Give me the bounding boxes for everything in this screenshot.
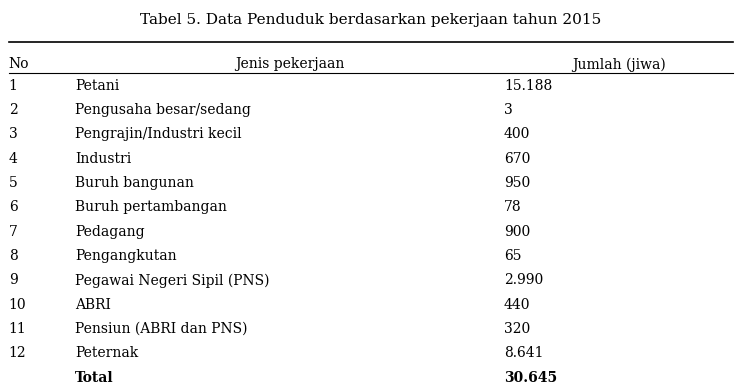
Text: Jenis pekerjaan: Jenis pekerjaan — [235, 57, 344, 71]
Text: 7: 7 — [9, 225, 18, 239]
Text: Petani: Petani — [75, 79, 119, 93]
Text: Pengangkutan: Pengangkutan — [75, 249, 177, 263]
Text: Buruh bangunan: Buruh bangunan — [75, 176, 194, 190]
Text: 5: 5 — [9, 176, 18, 190]
Text: 78: 78 — [504, 200, 522, 215]
Text: 3: 3 — [504, 103, 513, 117]
Text: 1: 1 — [9, 79, 18, 93]
Text: Pedagang: Pedagang — [75, 225, 145, 239]
Text: 8: 8 — [9, 249, 18, 263]
Text: Pengusaha besar/sedang: Pengusaha besar/sedang — [75, 103, 252, 117]
Text: 440: 440 — [504, 298, 531, 312]
Text: 670: 670 — [504, 152, 531, 166]
Text: Industri: Industri — [75, 152, 131, 166]
Text: Pensiun (ABRI dan PNS): Pensiun (ABRI dan PNS) — [75, 322, 248, 336]
Text: 2: 2 — [9, 103, 18, 117]
Text: Tabel 5. Data Penduduk berdasarkan pekerjaan tahun 2015: Tabel 5. Data Penduduk berdasarkan peker… — [140, 13, 602, 27]
Text: Pengrajin/Industri kecil: Pengrajin/Industri kecil — [75, 128, 242, 141]
Text: Pegawai Negeri Sipil (PNS): Pegawai Negeri Sipil (PNS) — [75, 273, 270, 288]
Text: 400: 400 — [504, 128, 531, 141]
Text: Buruh pertambangan: Buruh pertambangan — [75, 200, 227, 215]
Text: Peternak: Peternak — [75, 346, 139, 360]
Text: 900: 900 — [504, 225, 531, 239]
Text: 12: 12 — [9, 346, 27, 360]
Text: 10: 10 — [9, 298, 27, 312]
Text: 15.188: 15.188 — [504, 79, 552, 93]
Text: 320: 320 — [504, 322, 531, 336]
Text: 65: 65 — [504, 249, 522, 263]
Text: 3: 3 — [9, 128, 18, 141]
Text: 9: 9 — [9, 273, 18, 287]
Text: 8.641: 8.641 — [504, 346, 544, 360]
Text: 4: 4 — [9, 152, 18, 166]
Text: Total: Total — [75, 371, 114, 385]
Text: ABRI: ABRI — [75, 298, 111, 312]
Text: No: No — [9, 57, 29, 71]
Text: 11: 11 — [9, 322, 27, 336]
Text: 30.645: 30.645 — [504, 371, 557, 385]
Text: 2.990: 2.990 — [504, 273, 543, 287]
Text: 6: 6 — [9, 200, 18, 215]
Text: Jumlah (jiwa): Jumlah (jiwa) — [572, 57, 666, 72]
Text: 950: 950 — [504, 176, 531, 190]
